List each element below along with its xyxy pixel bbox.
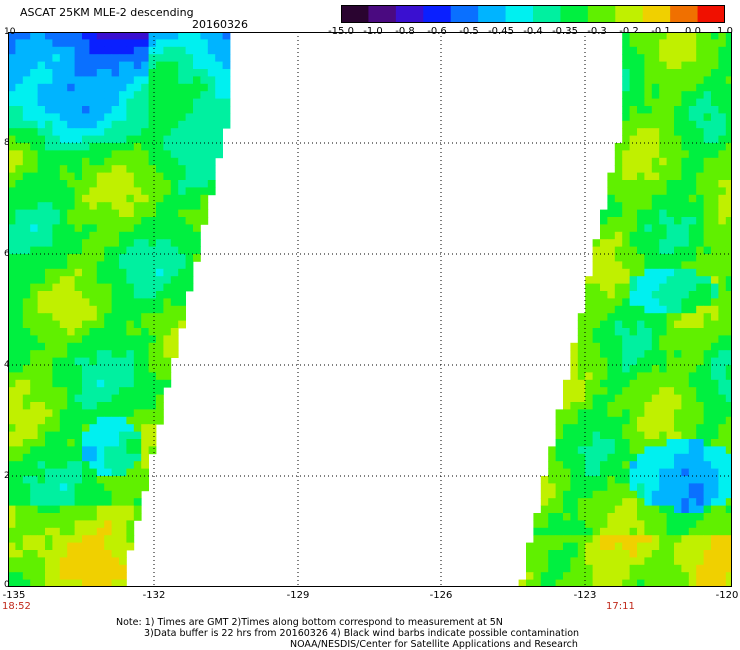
map-title: ASCAT 25KM MLE-2 descending xyxy=(20,6,194,19)
colorbar-label: -1.0 xyxy=(363,26,383,37)
colorbar-label: -0.6 xyxy=(427,26,447,37)
colorbar-label: 1.0 xyxy=(717,26,733,37)
lat-label-2: 2 xyxy=(4,471,10,481)
colorbar-segment xyxy=(587,5,616,23)
colorbar-border xyxy=(341,5,725,23)
colorbar-label: -0.5 xyxy=(459,26,479,37)
colorbar-segment xyxy=(670,5,699,23)
colorbar-label: -0.2 xyxy=(619,26,639,37)
lat-label-0: 0 xyxy=(4,580,10,590)
note-line-2: 3)Data buffer is 22 hrs from 20160326 4)… xyxy=(144,628,580,639)
note-line-1: Note: 1) Times are GMT 2)Times along bot… xyxy=(116,617,503,628)
time-right: 17:11 xyxy=(606,601,635,612)
colorbar-label: -0.1 xyxy=(651,26,671,37)
colorbar-segment xyxy=(341,5,369,23)
colorbar-segment xyxy=(423,5,452,23)
lon-label-123: -123 xyxy=(573,590,597,601)
lon-label-126: -126 xyxy=(429,590,453,601)
colorbar-label: -15.0 xyxy=(328,26,354,37)
lat-label-8: 8 xyxy=(4,138,10,148)
lat-label-4: 4 xyxy=(4,360,10,370)
colorbar-label: -0.3 xyxy=(587,26,607,37)
colorbar-segment xyxy=(505,5,534,23)
colorbar-segment xyxy=(395,5,424,23)
lon-label-120: -120 xyxy=(715,590,739,601)
colorbar-segment xyxy=(642,5,671,23)
lon-label-135: -135 xyxy=(2,590,26,601)
map-date: 20160326 xyxy=(192,18,248,31)
colorbar xyxy=(341,5,725,23)
colorbar-segment xyxy=(560,5,589,23)
lon-label-129: -129 xyxy=(286,590,310,601)
colorbar-segment xyxy=(368,5,397,23)
colorbar-label: -0.35 xyxy=(552,26,578,37)
swath-map xyxy=(8,32,732,587)
lat-label-6: 6 xyxy=(4,249,10,259)
note-line-3: NOAA/NESDIS/Center for Satellite Applica… xyxy=(290,639,578,650)
swath-cells xyxy=(8,32,732,587)
lat-lon-grid xyxy=(8,32,732,587)
lat-label-10: 10 xyxy=(4,27,16,37)
colorbar-segment xyxy=(450,5,479,23)
colorbar-segment xyxy=(533,5,561,23)
colorbar-label: -0.4 xyxy=(523,26,543,37)
lon-label-132: -132 xyxy=(142,590,166,601)
map-frame xyxy=(8,32,732,587)
colorbar-label: 0.0 xyxy=(685,26,701,37)
colorbar-label: -0.8 xyxy=(395,26,415,37)
colorbar-segment xyxy=(697,5,725,23)
colorbar-label: -0.45 xyxy=(488,26,514,37)
colorbar-segment xyxy=(615,5,644,23)
time-left: 18:52 xyxy=(2,601,31,612)
colorbar-segment xyxy=(478,5,507,23)
